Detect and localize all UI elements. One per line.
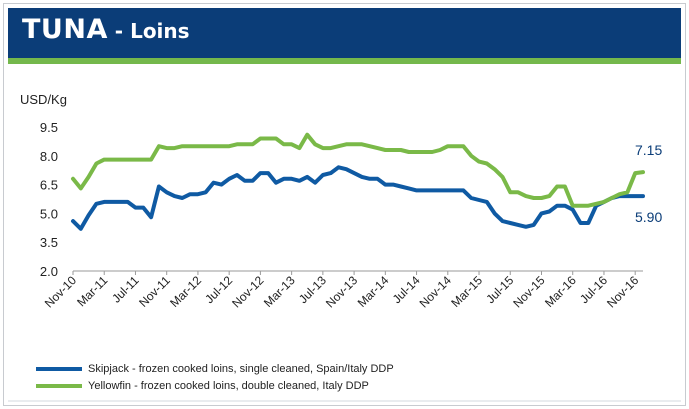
page-title: TUNA - Loins [22,14,190,45]
title-sub: - Loins [107,19,190,43]
x-tick-label: Mar-14 [355,273,392,310]
end-value-label: 5.90 [635,209,662,225]
x-tick-label: Mar-13 [261,273,298,310]
y-tick-label: 5.0 [40,206,58,221]
legend-swatch-skipjack [36,366,82,371]
series-line-yellowfin [71,132,645,208]
x-tick-label: Nov-12 [229,273,266,310]
y-tick-label: 6.5 [40,178,58,193]
title-main: TUNA [22,14,108,45]
x-tick-label: Nov-16 [604,273,641,310]
end-labels: 7.15 5.90 [635,142,662,225]
x-tick-label: Mar-16 [542,273,579,310]
x-axis: Nov-10Mar-11Jul-11Nov-11Mar-12Jul-12Nov-… [42,270,643,310]
legend-item-yellowfin: Yellowfin - frozen cooked loins, double … [36,377,394,394]
x-tick-label: Mar-12 [167,273,204,310]
series-line-skipjack [71,165,645,231]
legend-label-skipjack: Skipjack - frozen cooked loins, single c… [88,362,394,375]
bottom-rule [8,400,681,402]
y-axis-ticks: 9.5 8.0 6.5 5.0 3.5 2.0 [40,120,58,279]
legend-label-yellowfin: Yellowfin - frozen cooked loins, double … [88,379,369,392]
series-group [71,132,645,231]
legend: Skipjack - frozen cooked loins, single c… [36,360,394,394]
legend-item-skipjack: Skipjack - frozen cooked loins, single c… [36,360,394,377]
y-tick-label: 2.0 [40,264,58,279]
title-underline [8,58,681,64]
x-tick-label: Nov-14 [417,273,454,310]
x-tick-label: Nov-15 [510,273,547,310]
x-tick-label: Mar-15 [448,273,485,310]
x-tick-label: Nov-11 [136,273,173,310]
title-bar: TUNA - Loins [8,8,681,58]
y-tick-label: 8.0 [40,149,58,164]
y-tick-label: 9.5 [40,120,58,135]
x-tick-label: Nov-13 [323,273,360,310]
x-tick-label: Mar-11 [74,273,110,309]
end-value-label: 7.15 [635,142,662,158]
legend-swatch-yellowfin [36,383,82,388]
y-axis-label: USD/Kg [20,92,67,107]
y-tick-label: 3.5 [40,235,58,250]
